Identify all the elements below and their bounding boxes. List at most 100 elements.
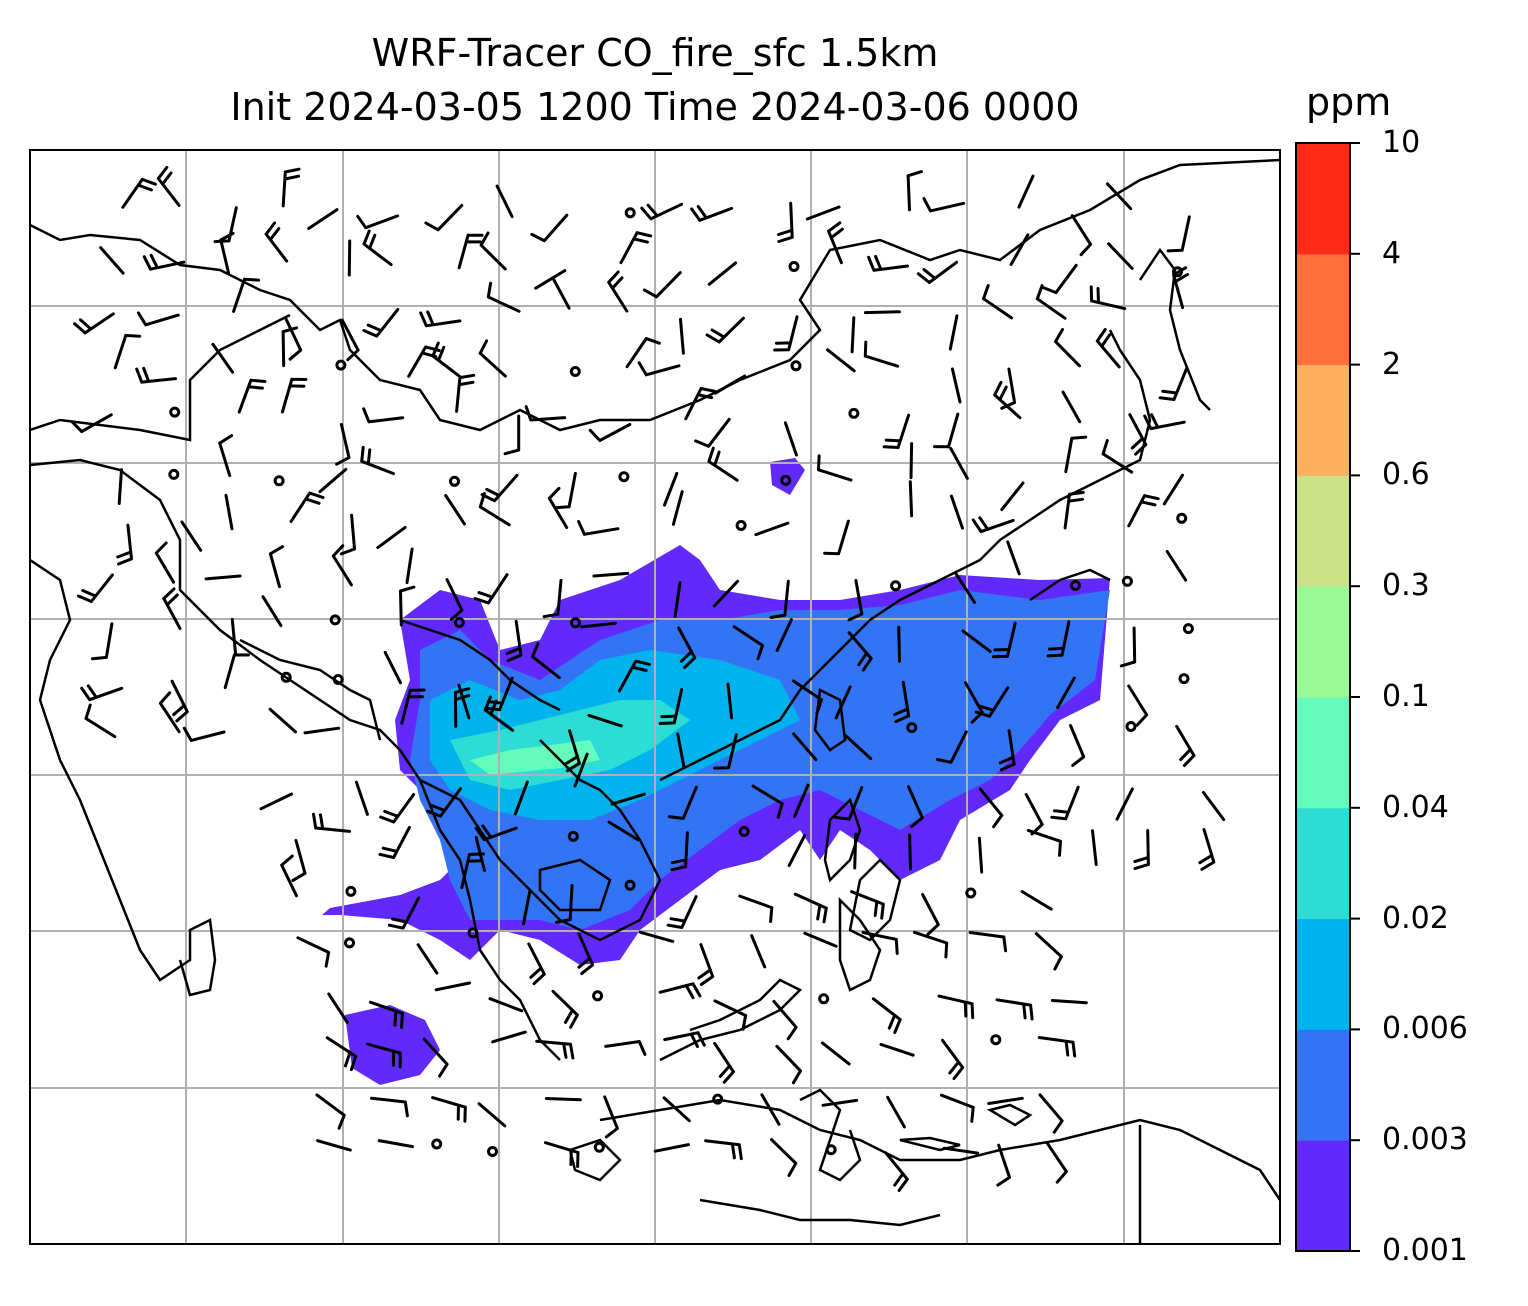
wind-barb xyxy=(690,205,734,222)
wind-barb xyxy=(882,413,911,449)
calm-circle xyxy=(788,261,800,272)
wind-barb xyxy=(224,493,234,531)
wind-barb xyxy=(91,622,114,661)
wind-barb xyxy=(170,679,189,723)
colorbar-tick-label: 0.3 xyxy=(1382,568,1430,604)
wind-barb xyxy=(954,572,976,604)
calm-circle xyxy=(624,879,636,891)
wind-barb xyxy=(315,1093,346,1130)
wind-barb xyxy=(667,785,698,820)
wind-barb xyxy=(908,480,914,518)
wind-barb xyxy=(658,982,702,1000)
wind-barb xyxy=(478,492,511,527)
calm-circle xyxy=(890,580,902,592)
colorbar-segment xyxy=(1296,253,1350,366)
wind-barb xyxy=(211,342,234,374)
wind-barb xyxy=(754,521,790,537)
wind-barb xyxy=(431,341,462,379)
calm-circle xyxy=(1178,673,1190,685)
wind-barb xyxy=(261,595,283,628)
wind-barb xyxy=(377,1139,414,1149)
wind-barb xyxy=(850,316,856,354)
wind-barb xyxy=(670,831,689,872)
wind-barb xyxy=(232,277,260,313)
wind-barb xyxy=(906,170,923,212)
wind-barb xyxy=(684,387,717,421)
wind-barb xyxy=(135,366,177,384)
wind-barb xyxy=(422,1037,449,1078)
calm-circle xyxy=(1172,266,1183,278)
wind-barb xyxy=(863,310,901,315)
wind-barb xyxy=(886,1095,906,1129)
wind-barb xyxy=(1017,174,1035,209)
wind-barb xyxy=(219,231,235,275)
wind-barb xyxy=(268,707,297,734)
wind-barb xyxy=(473,573,509,605)
wind-barb xyxy=(354,780,369,816)
calm-circle xyxy=(624,207,636,219)
wind-barb xyxy=(950,367,962,404)
wind-barb xyxy=(770,1138,798,1177)
wind-barb xyxy=(486,281,521,313)
wind-barb xyxy=(365,1042,402,1069)
wind-barb xyxy=(933,412,960,449)
wind-barb xyxy=(488,997,524,1013)
colorbar-tick-label: 2 xyxy=(1382,346,1402,382)
wind-barb xyxy=(998,729,1016,772)
wind-barb xyxy=(544,1141,580,1168)
wind-barb xyxy=(773,315,799,352)
calm-circle xyxy=(344,937,355,949)
wind-barb xyxy=(604,1040,647,1056)
wind-barb xyxy=(679,317,685,355)
wind-barb xyxy=(658,688,684,725)
wind-barb xyxy=(1063,490,1085,530)
calm-circle xyxy=(712,1093,724,1105)
wind-barb xyxy=(316,1139,352,1152)
wind-barb xyxy=(775,618,793,652)
wind-barb xyxy=(908,833,912,871)
wind-barb xyxy=(527,942,546,986)
wind-barb xyxy=(607,270,629,313)
calm-circle xyxy=(965,887,977,899)
wind-barb xyxy=(677,626,697,669)
wind-barb xyxy=(400,688,426,725)
wind-barb xyxy=(362,307,400,338)
wind-barb xyxy=(610,792,646,806)
wind-barb xyxy=(573,752,589,788)
wind-barb xyxy=(712,579,740,608)
calm-circle xyxy=(569,366,581,377)
wind-barb xyxy=(1061,390,1082,424)
wind-barb xyxy=(793,783,810,818)
wind-barb xyxy=(884,1151,909,1192)
wind-barb xyxy=(530,213,569,243)
wind-barb xyxy=(713,374,747,395)
calm-circle xyxy=(332,674,344,685)
wind-barb xyxy=(416,943,439,975)
wind-barb xyxy=(663,471,679,507)
wind-barb xyxy=(555,884,574,924)
calm-circle xyxy=(1176,512,1188,524)
wind-barb xyxy=(399,585,416,627)
colorbar-tick-label: 0.04 xyxy=(1382,789,1449,825)
wind-barb xyxy=(772,999,798,1041)
wind-barb xyxy=(387,896,421,930)
wind-barb xyxy=(1026,828,1062,857)
wind-barb xyxy=(544,1097,582,1102)
wind-barb xyxy=(949,494,964,530)
calm-circle xyxy=(738,826,750,837)
wind-barb xyxy=(280,377,308,414)
calm-circle xyxy=(1182,623,1194,635)
wind-barb xyxy=(662,1096,691,1123)
wind-barb xyxy=(474,824,518,842)
wind-barb xyxy=(673,581,682,618)
wind-barb xyxy=(99,246,125,275)
colorbar-segment xyxy=(1296,918,1350,1030)
wind-barb xyxy=(580,621,617,629)
wind-barb xyxy=(542,578,563,619)
map-title-line1: WRF-Tracer CO_fire_sfc 1.5km xyxy=(371,31,939,75)
wind-barb xyxy=(587,713,623,728)
wind-barb xyxy=(370,1096,409,1118)
wind-barb xyxy=(805,205,841,221)
wind-barb xyxy=(1050,785,1080,821)
wind-barb xyxy=(996,1143,1011,1187)
